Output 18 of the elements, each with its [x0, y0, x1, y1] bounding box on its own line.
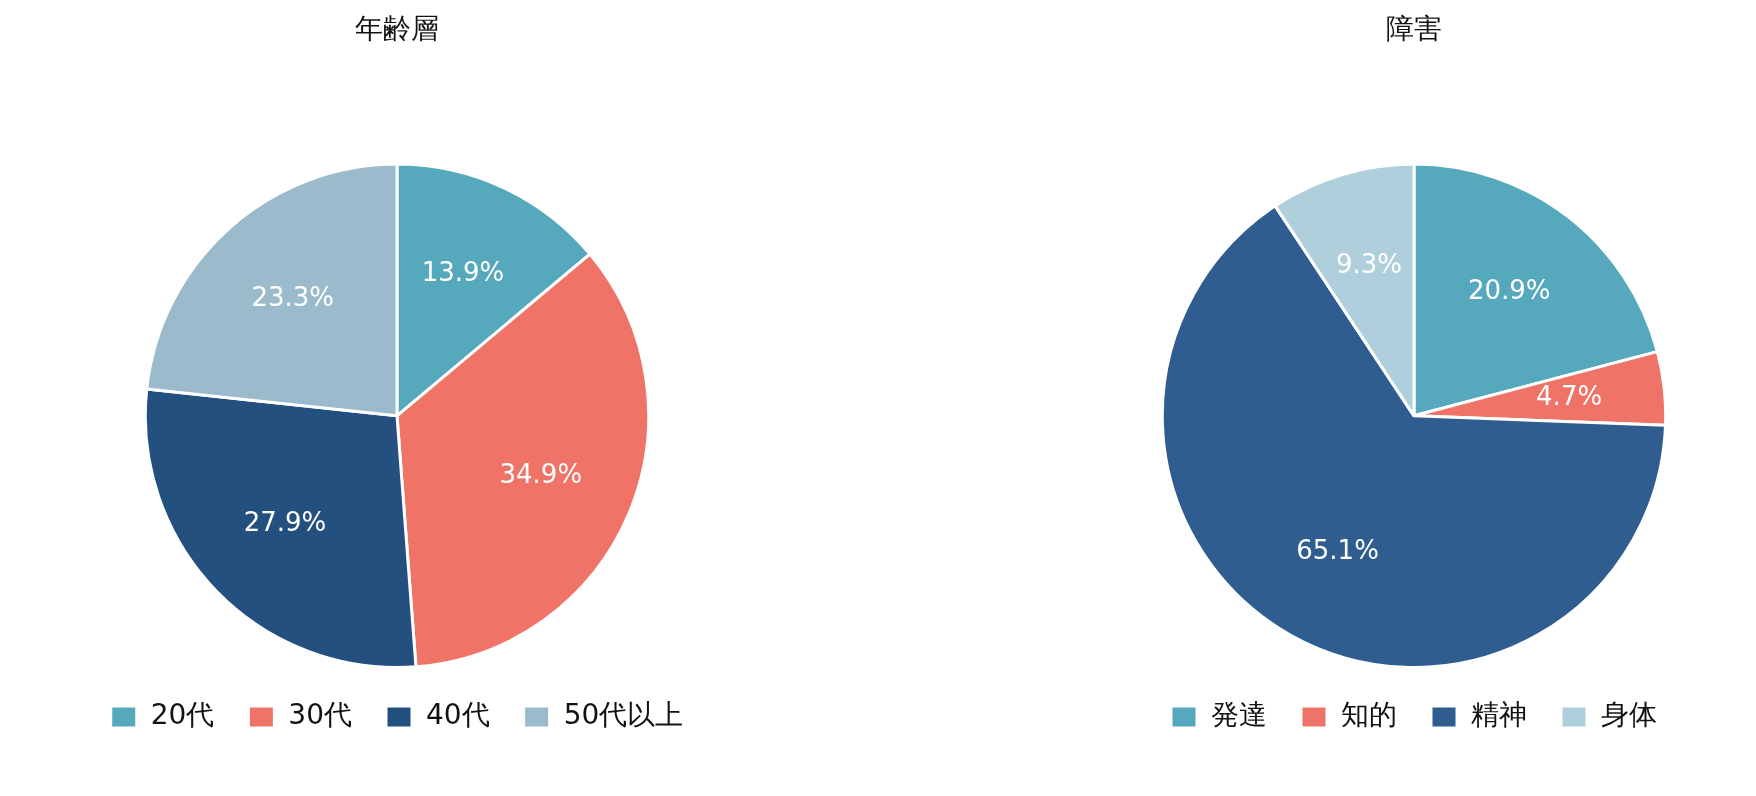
- legend-label: 精神: [1471, 698, 1527, 732]
- legend-label: 30代: [288, 698, 353, 732]
- chart-title: 年齢層: [355, 12, 439, 46]
- legend-label: 身体: [1601, 698, 1657, 732]
- data-label: 27.9%: [243, 507, 327, 538]
- legend-label: 40代: [426, 698, 490, 732]
- data-label: 23.3%: [251, 282, 335, 313]
- data-label: 34.9%: [499, 459, 583, 490]
- data-label: 65.1%: [1296, 534, 1379, 565]
- data-label: 9.3%: [1336, 249, 1403, 280]
- data-label: 20.9%: [1467, 274, 1551, 305]
- data-label: 4.7%: [1536, 381, 1603, 412]
- chart-title: 障害: [1386, 12, 1442, 46]
- legend-label: 発達: [1211, 698, 1267, 732]
- legend-label: 知的: [1341, 698, 1397, 732]
- legend-label: 20代: [150, 698, 215, 732]
- legend-label: 50代以上: [563, 698, 684, 732]
- data-label: 13.9%: [421, 257, 505, 288]
